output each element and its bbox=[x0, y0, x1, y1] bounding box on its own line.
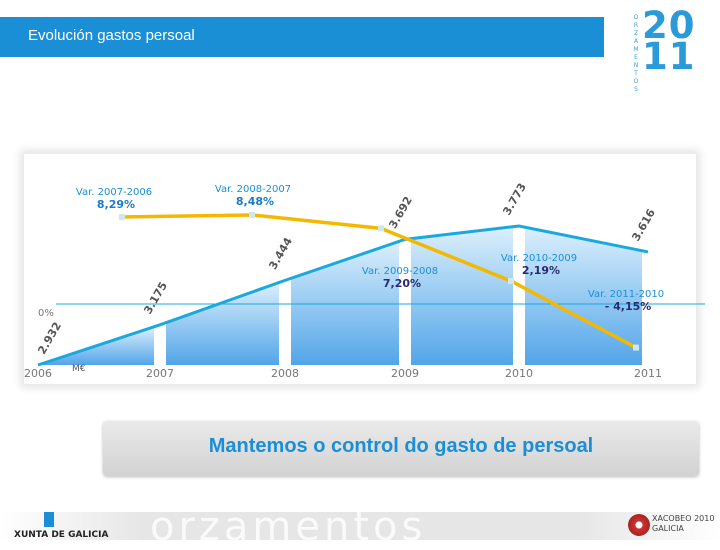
xacobeo-icon bbox=[628, 514, 650, 536]
variation-value: 7,20% bbox=[383, 277, 421, 290]
data-point-marker bbox=[633, 344, 639, 351]
x-tick-label: 2006 bbox=[24, 367, 52, 380]
x-tick-label: 2009 bbox=[391, 367, 419, 380]
area-segment bbox=[411, 226, 513, 365]
variation-value: - 4,15% bbox=[605, 300, 652, 313]
x-tick-label: 2007 bbox=[146, 367, 174, 380]
area-segment bbox=[291, 241, 399, 365]
x-tick-label: 2008 bbox=[271, 367, 299, 380]
variation-value: 8,48% bbox=[236, 195, 274, 208]
watermark: orzamentos bbox=[150, 504, 427, 550]
page-title: Evolución gastos persoal bbox=[28, 27, 195, 44]
series-line-gasto bbox=[37, 224, 649, 367]
variation-caption: Var. 2009-2008 bbox=[362, 266, 438, 277]
area-segment bbox=[166, 282, 279, 365]
variation-value: 2,19% bbox=[522, 264, 560, 277]
message-banner: Mantemos o control do gasto de persoal bbox=[103, 421, 699, 476]
xunta-shield-icon bbox=[44, 512, 54, 527]
data-label: 3.444 bbox=[266, 235, 295, 272]
data-point-marker bbox=[378, 225, 384, 232]
xacobeo-logo: XACOBEO 2010 GALICIA bbox=[652, 514, 715, 533]
data-point-marker bbox=[508, 278, 514, 285]
zero-label: 0% bbox=[38, 308, 54, 319]
variation-caption: Var. 2010-2009 bbox=[501, 253, 577, 264]
footer: orzamentos XUNTA DE GALICIA XACOBEO 2010… bbox=[0, 504, 720, 550]
data-point-marker bbox=[119, 213, 125, 220]
data-label: 3.175 bbox=[141, 280, 170, 317]
chart: 0% M€ 2006 2007 2008 2009 2010 2011 2.932 3.175 3.… bbox=[24, 181, 705, 380]
variation-caption: Var. 2008-2007 bbox=[215, 184, 291, 195]
area-segment bbox=[525, 227, 642, 365]
data-label: 3.773 bbox=[500, 181, 529, 218]
variation-caption: Var. 2011-2010 bbox=[588, 289, 664, 300]
x-tick-label: 2011 bbox=[634, 367, 662, 380]
data-label: 3.616 bbox=[629, 207, 658, 244]
data-label: 3.692 bbox=[386, 194, 415, 231]
title-bar: Evolución gastos persoal bbox=[0, 17, 604, 57]
x-tick-label: 2010 bbox=[505, 367, 533, 380]
data-label: 2.932 bbox=[35, 320, 64, 357]
data-point-marker bbox=[249, 211, 255, 218]
variation-value: 8,29% bbox=[97, 198, 135, 211]
banner-text: Mantemos o control do gasto de persoal bbox=[208, 435, 594, 457]
variation-caption: Var. 2007-2006 bbox=[76, 187, 152, 198]
xunta-logo: XUNTA DE GALICIA bbox=[14, 530, 109, 540]
logo-year: 20 11 bbox=[642, 4, 696, 78]
unit-label: M€ bbox=[72, 364, 86, 374]
